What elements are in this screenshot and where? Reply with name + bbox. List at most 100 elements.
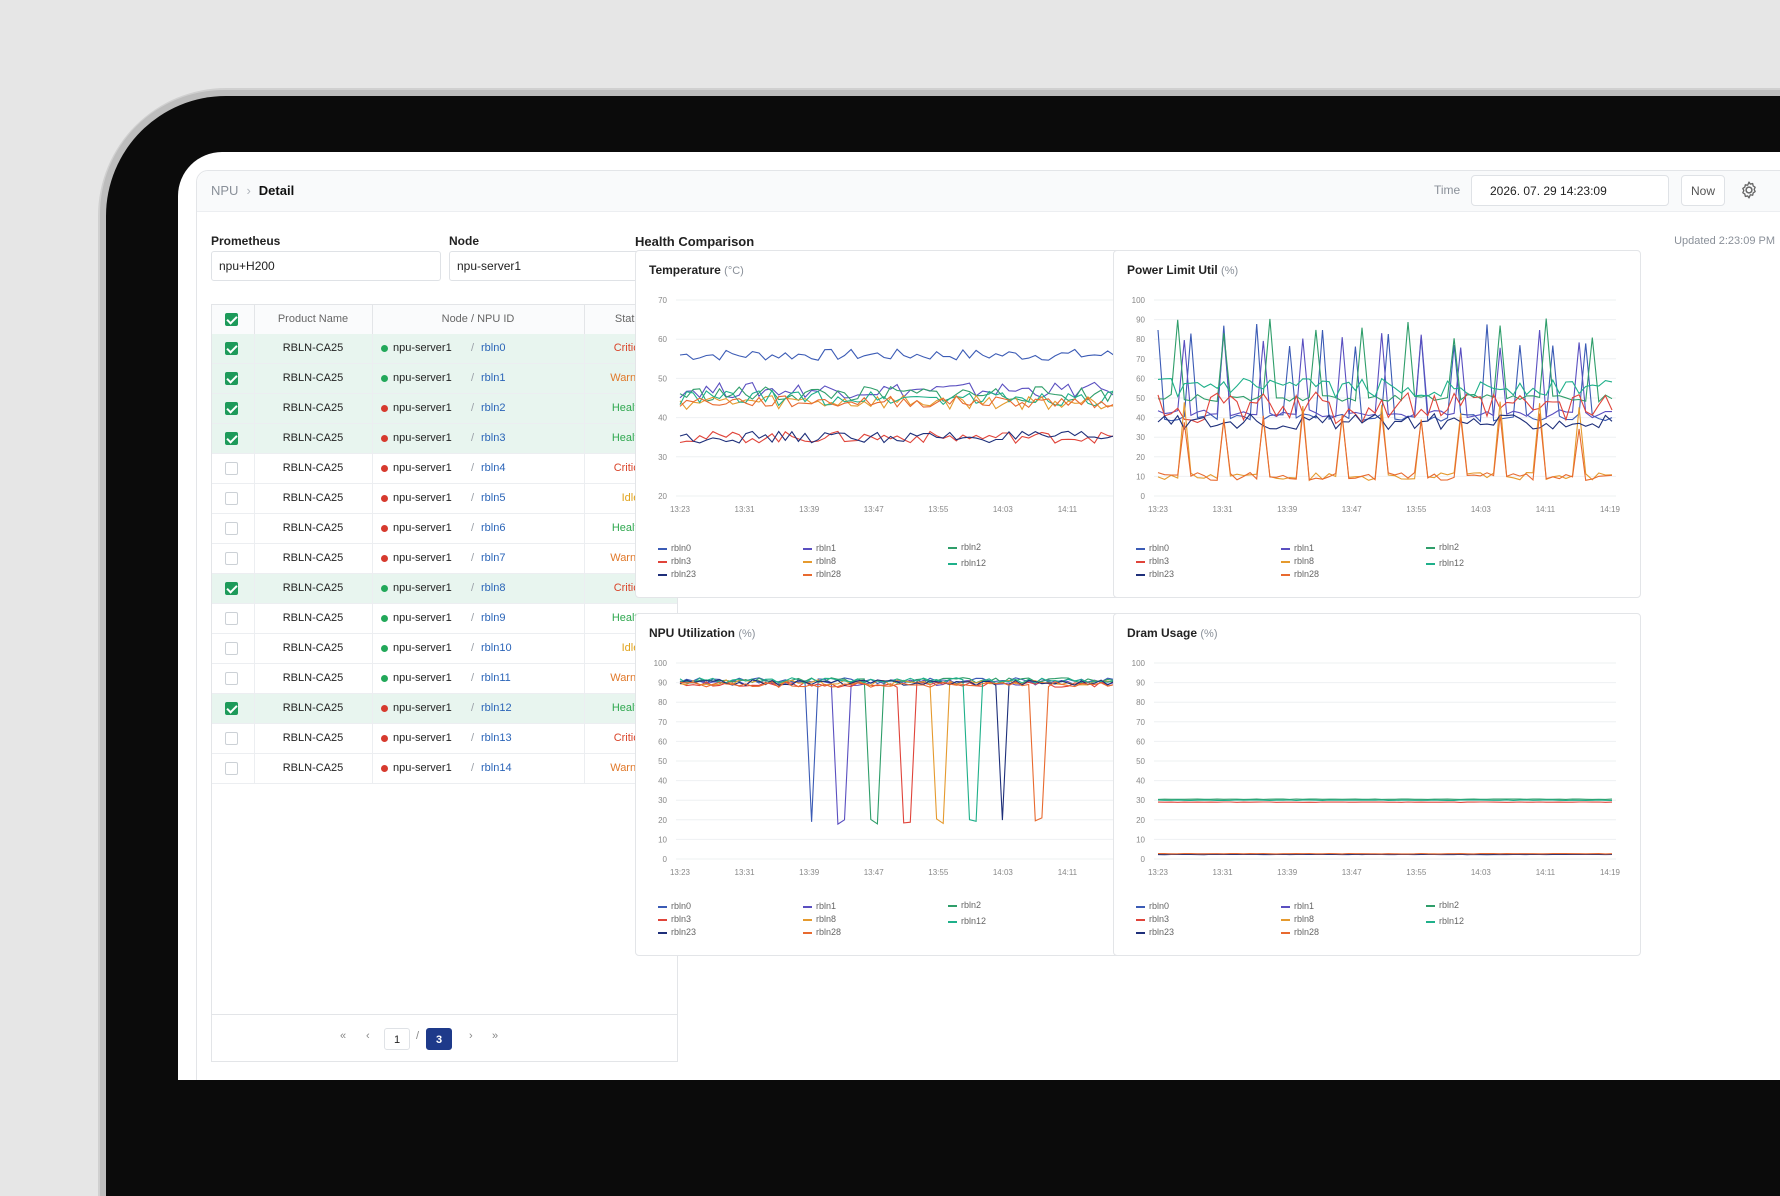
- legend-item-rbln23[interactable]: rbln23: [658, 569, 696, 579]
- legend-item-rbln8[interactable]: rbln8: [1281, 556, 1314, 566]
- npu-id-link[interactable]: rbln1: [481, 364, 505, 393]
- row-checkbox[interactable]: [225, 672, 238, 685]
- row-checkbox[interactable]: [225, 582, 238, 595]
- row-checkbox[interactable]: [225, 462, 238, 475]
- row-checkbox[interactable]: [225, 762, 238, 775]
- legend-item-rbln23[interactable]: rbln23: [1136, 927, 1174, 937]
- row-checkbox[interactable]: [225, 552, 238, 565]
- series-line-rbln23[interactable]: [1158, 414, 1612, 430]
- row-checkbox[interactable]: [225, 702, 238, 715]
- row-checkbox[interactable]: [225, 732, 238, 745]
- series-line-rbln8[interactable]: [680, 680, 1134, 824]
- series-line-rbln2[interactable]: [680, 678, 1134, 824]
- col-product-name[interactable]: Product Name: [254, 305, 372, 334]
- row-checkbox[interactable]: [225, 342, 238, 355]
- last-page-button[interactable]: »: [492, 1030, 498, 1042]
- legend-item-rbln8[interactable]: rbln8: [803, 556, 836, 566]
- row-checkbox[interactable]: [225, 372, 238, 385]
- legend-item-rbln1[interactable]: rbln1: [803, 543, 836, 553]
- legend-item-rbln8[interactable]: rbln8: [1281, 914, 1314, 924]
- legend-item-rbln12[interactable]: rbln12: [1426, 558, 1464, 568]
- legend-item-rbln3[interactable]: rbln3: [658, 914, 691, 924]
- npu-id-link[interactable]: rbln13: [481, 724, 512, 753]
- legend-item-rbln1[interactable]: rbln1: [1281, 901, 1314, 911]
- row-checkbox[interactable]: [225, 492, 238, 505]
- legend-item-rbln2[interactable]: rbln2: [1426, 542, 1459, 552]
- legend-item-rbln3[interactable]: rbln3: [1136, 556, 1169, 566]
- legend-item-rbln0[interactable]: rbln0: [658, 543, 691, 553]
- breadcrumb-root[interactable]: NPU: [211, 183, 238, 198]
- npu-id-link[interactable]: rbln3: [481, 424, 505, 453]
- legend-item-rbln2[interactable]: rbln2: [948, 900, 981, 910]
- legend-item-rbln28[interactable]: rbln28: [1281, 927, 1319, 937]
- legend-item-rbln3[interactable]: rbln3: [1136, 914, 1169, 924]
- first-page-button[interactable]: «: [340, 1030, 346, 1042]
- col-node-npu-id[interactable]: Node / NPU ID: [372, 305, 584, 334]
- gear-icon[interactable]: [1739, 180, 1759, 200]
- row-checkbox[interactable]: [225, 522, 238, 535]
- next-page-button[interactable]: ›: [469, 1030, 473, 1042]
- npu-id-link[interactable]: rbln5: [481, 484, 505, 513]
- npu-id-link[interactable]: rbln11: [481, 664, 511, 693]
- now-button[interactable]: Now: [1681, 175, 1725, 206]
- npu-id-link[interactable]: rbln7: [481, 544, 505, 573]
- series-line-rbln23[interactable]: [680, 680, 1134, 820]
- legend-item-rbln3[interactable]: rbln3: [658, 556, 691, 566]
- legend-item-rbln28[interactable]: rbln28: [1281, 569, 1319, 579]
- legend-item-rbln1[interactable]: rbln1: [803, 901, 836, 911]
- prev-page-button[interactable]: ‹: [366, 1030, 370, 1042]
- row-checkbox[interactable]: [225, 402, 238, 415]
- npu-id-link[interactable]: rbln12: [481, 694, 512, 723]
- legend-item-rbln8[interactable]: rbln8: [803, 914, 836, 924]
- npu-id-link[interactable]: rbln4: [481, 454, 505, 483]
- series-line-rbln1[interactable]: [680, 680, 1134, 824]
- legend-item-rbln23[interactable]: rbln23: [1136, 569, 1174, 579]
- legend-item-rbln12[interactable]: rbln12: [1426, 916, 1464, 926]
- legend-item-rbln0[interactable]: rbln0: [1136, 901, 1169, 911]
- npu-id-link[interactable]: rbln8: [481, 574, 505, 603]
- legend-item-rbln28[interactable]: rbln28: [803, 569, 841, 579]
- npu-id-link[interactable]: rbln14: [481, 754, 512, 783]
- npu-id-link[interactable]: rbln6: [481, 514, 505, 543]
- row-checkbox[interactable]: [225, 642, 238, 655]
- series-line-rbln3[interactable]: [680, 682, 1134, 823]
- legend-item-rbln0[interactable]: rbln0: [1136, 543, 1169, 553]
- legend-item-rbln2[interactable]: rbln2: [1426, 900, 1459, 910]
- current-page-input[interactable]: 1: [384, 1028, 410, 1050]
- npu-id-link[interactable]: rbln9: [481, 604, 505, 633]
- legend-item-rbln0[interactable]: rbln0: [658, 901, 691, 911]
- legend-item-rbln23[interactable]: rbln23: [658, 927, 696, 937]
- time-input[interactable]: 2026. 07. 29 14:23:09: [1471, 175, 1669, 206]
- legend-item-rbln28[interactable]: rbln28: [803, 927, 841, 937]
- series-line-rbln0[interactable]: [680, 349, 1134, 360]
- legend-item-rbln12[interactable]: rbln12: [948, 916, 986, 926]
- npu-id-link[interactable]: rbln2: [481, 394, 505, 423]
- prometheus-select[interactable]: npu+H200: [211, 251, 441, 281]
- npu-id-link[interactable]: rbln0: [481, 334, 505, 363]
- row-checkbox[interactable]: [225, 432, 238, 445]
- legend-item-rbln1[interactable]: rbln1: [1281, 543, 1314, 553]
- select-all-checkbox[interactable]: [225, 313, 238, 326]
- row-checkbox[interactable]: [225, 612, 238, 625]
- legend-item-rbln12[interactable]: rbln12: [948, 558, 986, 568]
- legend-item-rbln2[interactable]: rbln2: [948, 542, 981, 552]
